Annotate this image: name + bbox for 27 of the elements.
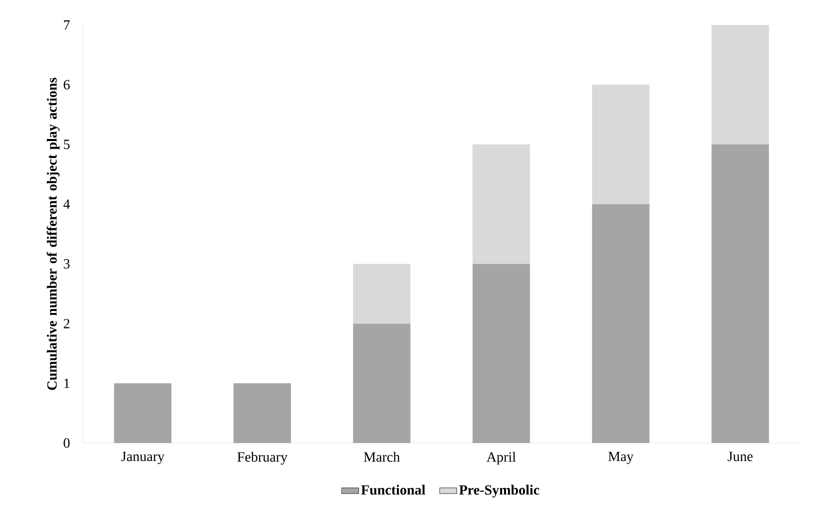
y-tick-label: 6: [64, 80, 70, 90]
y-tick-label: 1: [64, 378, 70, 388]
bar: [353, 324, 410, 443]
x-tick-label: June: [728, 452, 753, 462]
y-axis-title: Cumulative number of different object play actions: [46, 78, 60, 390]
bar: [234, 383, 291, 443]
legend-label: Pre-Symbolic: [459, 484, 540, 498]
bar: [114, 383, 172, 443]
bar: [592, 204, 650, 443]
bar: [712, 144, 769, 443]
y-tick-label: 2: [64, 318, 70, 328]
x-tick-label: January: [121, 452, 164, 464]
y-tick-label: 3: [64, 259, 70, 269]
bar: [472, 264, 530, 443]
x-tick-label: April: [486, 452, 516, 465]
bar: [472, 144, 530, 264]
x-tick-label: February: [237, 452, 288, 465]
y-tick-label: 0: [64, 438, 70, 448]
y-tick-label: 7: [64, 20, 70, 30]
bar: [353, 264, 410, 324]
y-tick-label: 5: [64, 140, 70, 150]
y-tick-label: 4: [63, 200, 70, 209]
legend-label: Functional: [361, 484, 426, 495]
bar: [592, 84, 650, 204]
x-tick-label: March: [364, 452, 400, 462]
bar: [712, 25, 769, 144]
x-tick-label: May: [608, 452, 634, 464]
